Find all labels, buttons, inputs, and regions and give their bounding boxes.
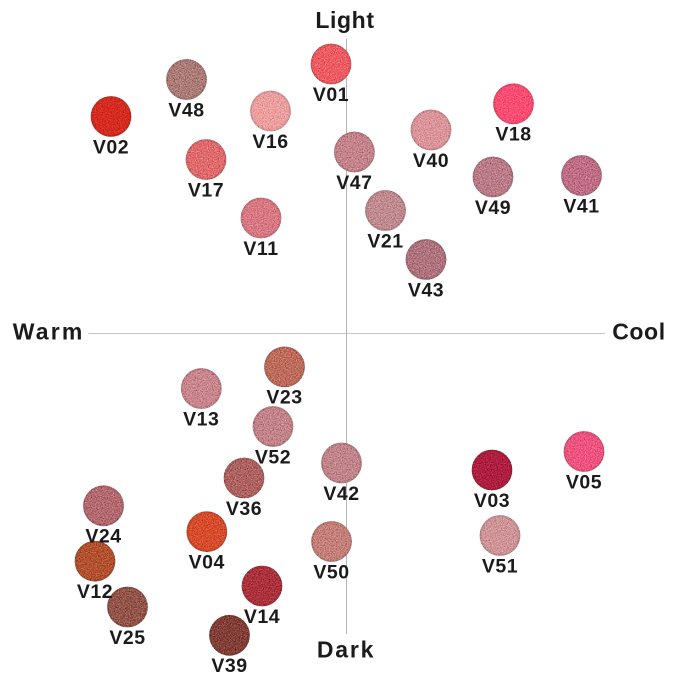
- svg-text:Cool: Cool: [612, 319, 666, 345]
- svg-text:V41: V41: [563, 195, 599, 217]
- svg-text:Warm: Warm: [13, 319, 85, 345]
- svg-text:V18: V18: [495, 124, 531, 146]
- svg-text:V51: V51: [482, 555, 518, 577]
- svg-text:V24: V24: [85, 526, 121, 548]
- svg-text:V47: V47: [336, 172, 372, 194]
- svg-text:V01: V01: [313, 84, 349, 106]
- svg-text:V16: V16: [252, 131, 288, 153]
- svg-text:V03: V03: [474, 490, 510, 512]
- svg-text:V02: V02: [93, 136, 129, 158]
- svg-text:V12: V12: [77, 581, 113, 603]
- svg-text:V40: V40: [413, 150, 449, 172]
- svg-text:V52: V52: [255, 446, 291, 468]
- svg-text:V23: V23: [266, 387, 302, 409]
- svg-text:Dark: Dark: [317, 637, 375, 663]
- svg-text:V50: V50: [313, 561, 349, 583]
- svg-text:V04: V04: [189, 552, 225, 574]
- svg-text:V05: V05: [566, 471, 602, 493]
- svg-text:V48: V48: [168, 99, 204, 121]
- svg-text:V42: V42: [323, 483, 359, 505]
- svg-text:V49: V49: [475, 197, 511, 219]
- svg-text:V21: V21: [367, 230, 403, 252]
- svg-text:V25: V25: [109, 627, 145, 649]
- svg-text:V43: V43: [408, 279, 444, 301]
- svg-text:V36: V36: [226, 498, 262, 520]
- svg-text:V39: V39: [211, 655, 247, 677]
- svg-text:Light: Light: [315, 7, 374, 33]
- svg-text:V13: V13: [183, 408, 219, 430]
- svg-text:V17: V17: [188, 179, 224, 201]
- svg-text:V11: V11: [243, 238, 278, 260]
- svg-text:V14: V14: [244, 606, 280, 628]
